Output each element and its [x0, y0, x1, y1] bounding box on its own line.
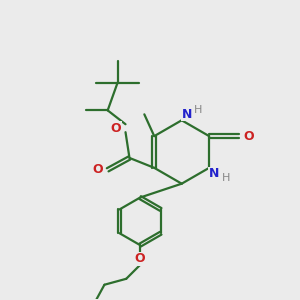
Text: H: H [222, 173, 230, 183]
Text: N: N [209, 167, 219, 180]
Text: O: O [244, 130, 254, 142]
Text: O: O [92, 163, 103, 176]
Text: N: N [182, 108, 192, 121]
Text: O: O [135, 253, 146, 266]
Text: H: H [194, 105, 203, 116]
Text: O: O [110, 122, 121, 135]
